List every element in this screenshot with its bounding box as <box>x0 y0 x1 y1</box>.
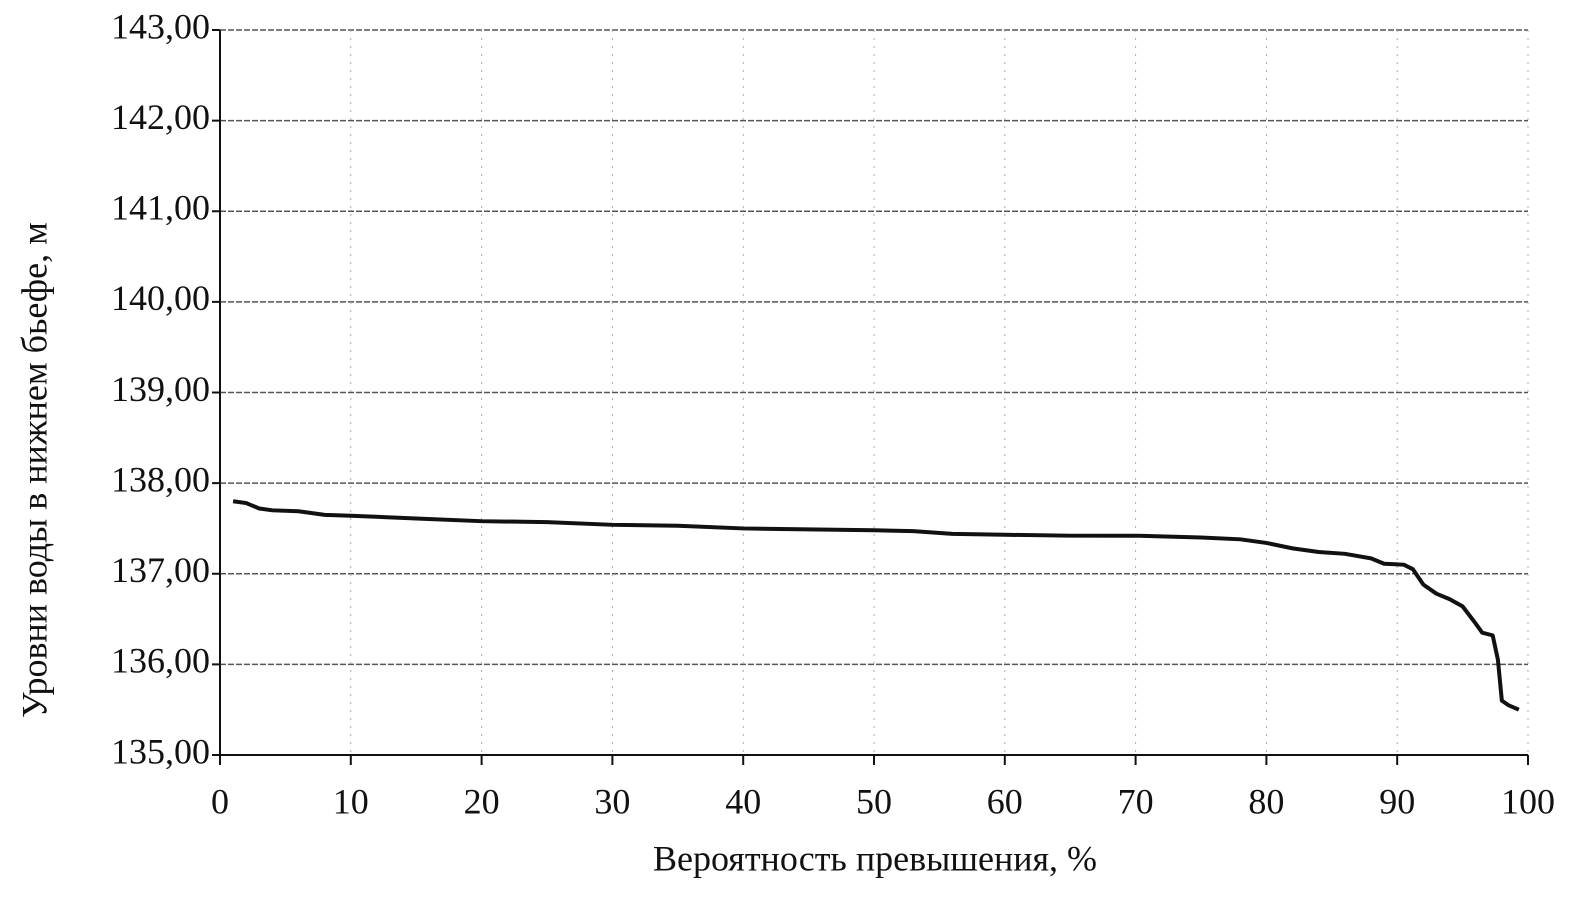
x-tick-label: 80 <box>1248 781 1284 821</box>
x-tick-label: 70 <box>1118 781 1154 821</box>
y-tick-label: 141,00 <box>111 188 210 228</box>
x-tick-label: 40 <box>725 781 761 821</box>
y-axis-label: Уровни воды в нижнем бьефе, м <box>14 222 54 718</box>
x-tick-label: 90 <box>1379 781 1415 821</box>
y-tick-label: 138,00 <box>111 459 210 499</box>
y-tick-label: 142,00 <box>111 97 210 137</box>
x-tick-label: 60 <box>987 781 1023 821</box>
y-tick-label: 139,00 <box>111 369 210 409</box>
x-tick-label: 20 <box>464 781 500 821</box>
y-tick-label: 140,00 <box>111 278 210 318</box>
y-tick-label: 143,00 <box>111 6 210 46</box>
x-axis-label: Вероятность превышения, % <box>653 838 1097 878</box>
x-tick-label: 0 <box>211 781 229 821</box>
x-tick-label: 50 <box>856 781 892 821</box>
x-tick-label: 10 <box>333 781 369 821</box>
y-tick-label: 137,00 <box>111 550 210 590</box>
y-tick-label: 136,00 <box>111 641 210 681</box>
data-line <box>232 499 1520 712</box>
x-tick-label: 30 <box>594 781 630 821</box>
x-tick-label: 100 <box>1501 781 1555 821</box>
y-tick-label: 135,00 <box>111 731 210 771</box>
